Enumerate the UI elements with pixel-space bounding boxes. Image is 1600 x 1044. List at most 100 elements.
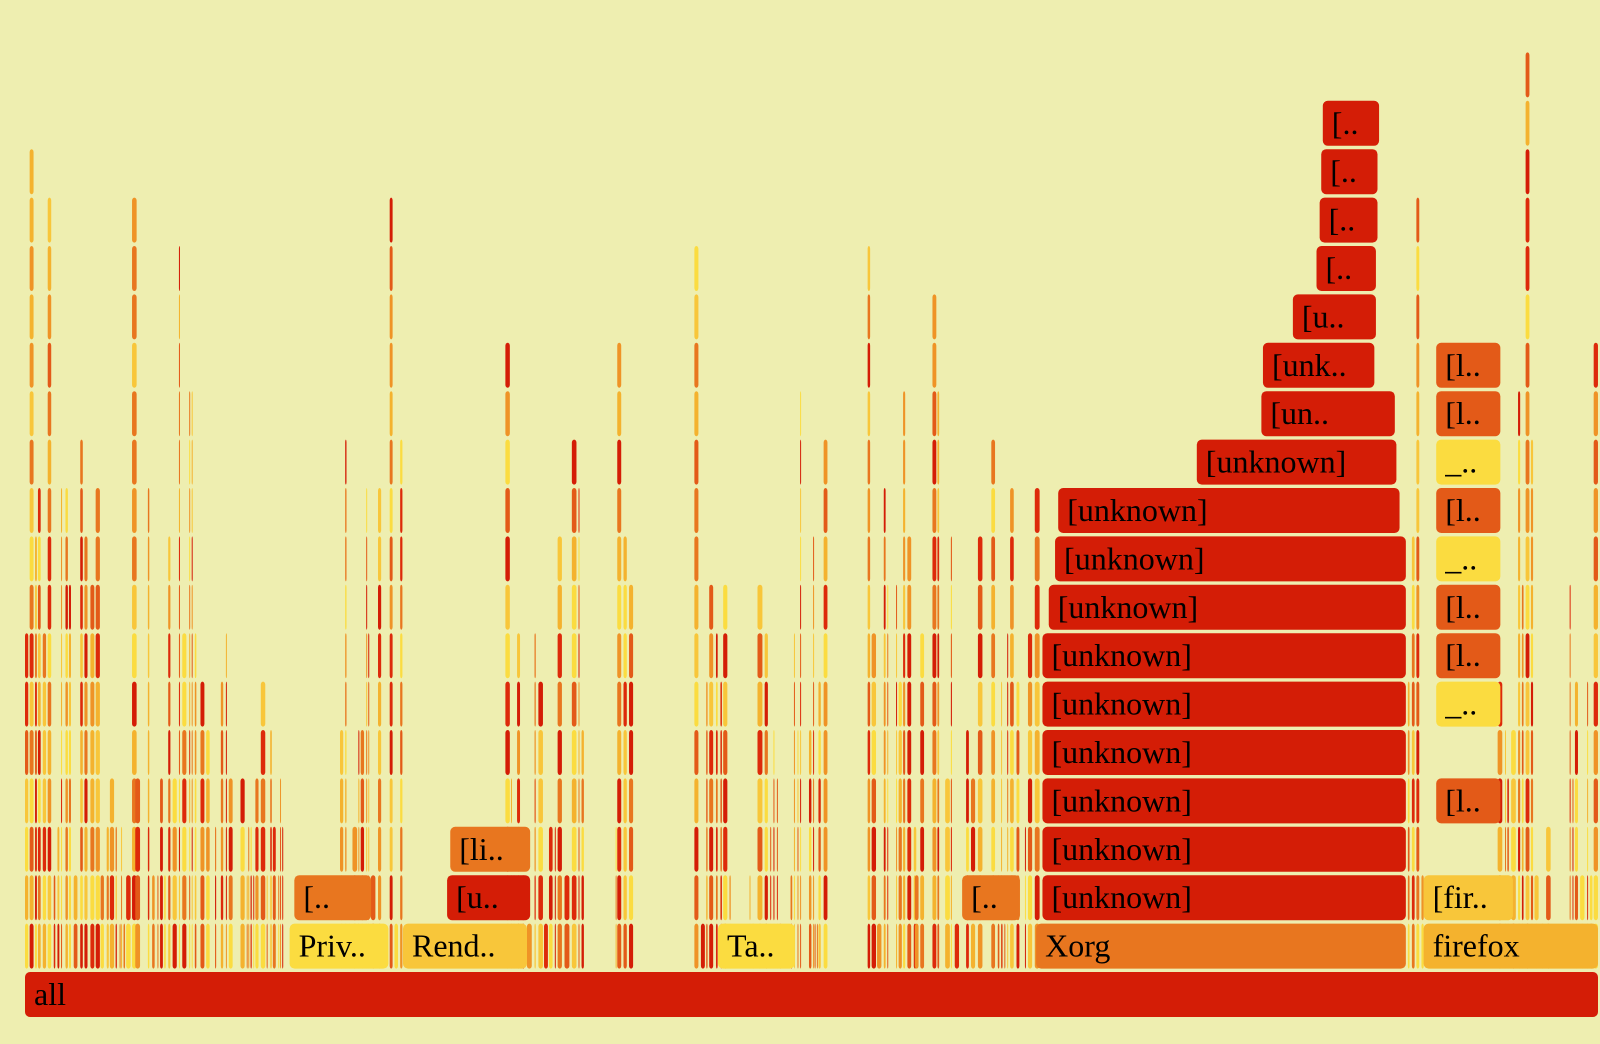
flame-frame-unlabelled[interactable] — [68, 923, 71, 969]
flame-frame-unlabelled[interactable] — [571, 488, 577, 533]
flame-frame-unlabelled[interactable] — [47, 584, 52, 630]
flame-frame-unlabelled[interactable] — [694, 342, 699, 388]
flame-frame-unlabelled[interactable] — [1007, 923, 1009, 969]
flame-frame-unlabelled[interactable] — [950, 875, 952, 921]
flame-frame-unlabelled[interactable] — [260, 778, 266, 824]
flame-frame-unlabelled[interactable] — [282, 826, 284, 872]
flame-frame-unlabelled[interactable] — [950, 584, 952, 630]
flame-frame-unlabelled[interactable] — [538, 681, 543, 727]
flame-frame-unlabelled[interactable] — [883, 778, 886, 824]
flame-frame-unlabelled[interactable] — [571, 875, 577, 921]
flame-frame-unlabelled[interactable] — [206, 730, 210, 775]
flame-frame-unlabelled[interactable] — [971, 778, 976, 824]
flame-frame-unlabelled[interactable] — [937, 923, 940, 969]
flame-frame-unlabelled[interactable] — [340, 730, 344, 775]
flame-frame-unlabelled[interactable] — [68, 826, 71, 872]
flame-frame-unlabelled[interactable] — [29, 439, 34, 485]
flame-frame-unlabelled[interactable] — [715, 681, 718, 727]
flame-frame-unlabelled[interactable] — [119, 923, 121, 969]
flame-frame-unlabelled[interactable] — [42, 826, 47, 872]
flame-frame-unlabelled[interactable] — [564, 923, 570, 969]
flame-frame-unlabelled[interactable] — [228, 923, 233, 969]
flame-frame-unlabelled[interactable] — [35, 826, 37, 872]
flame-frame-unlabelled[interactable] — [932, 342, 937, 388]
flame-frame-unlabelled[interactable] — [90, 875, 95, 921]
flame-frame-unlabelled[interactable] — [42, 681, 47, 727]
flame-frame-unlabelled[interactable] — [818, 681, 821, 727]
flame-frame-unlabelled[interactable] — [147, 536, 150, 582]
flame-frame-unlabelled[interactable] — [581, 826, 584, 872]
flame-frame-unlabelled[interactable] — [871, 875, 877, 921]
flame-frame-unlabelled[interactable] — [883, 584, 886, 630]
flame-frame-unlabelled[interactable] — [991, 778, 996, 824]
flame-frame-box[interactable] — [294, 875, 372, 921]
flame-frame-unlabelled[interactable] — [352, 826, 358, 872]
flame-frame-unlabelled[interactable] — [977, 536, 983, 582]
flame-frame-unlabelled[interactable] — [877, 923, 882, 969]
flame-frame-unlabelled[interactable] — [932, 875, 937, 921]
flame-frame[interactable]: [l.. — [1436, 633, 1501, 679]
flame-frame-box[interactable] — [1196, 439, 1397, 485]
flame-frame-unlabelled[interactable] — [228, 778, 233, 824]
flame-frame[interactable]: [.. — [294, 875, 372, 921]
flame-frame-unlabelled[interactable] — [937, 875, 940, 921]
flame-frame-unlabelled[interactable] — [1034, 730, 1040, 775]
flame-frame-unlabelled[interactable] — [1569, 875, 1571, 921]
flame-frame-unlabelled[interactable] — [813, 730, 815, 775]
flame-frame-unlabelled[interactable] — [191, 730, 193, 775]
flame-frame-unlabelled[interactable] — [280, 875, 282, 921]
flame-frame-unlabelled[interactable] — [871, 681, 877, 727]
flame-frame-unlabelled[interactable] — [366, 681, 368, 727]
flame-frame-unlabelled[interactable] — [191, 633, 193, 679]
flame-frame-unlabelled[interactable] — [1016, 826, 1020, 872]
flame-frame-unlabelled[interactable] — [557, 875, 562, 921]
flame-frame-unlabelled[interactable] — [623, 923, 627, 969]
flame-frame-unlabelled[interactable] — [617, 778, 622, 824]
flame-frame-unlabelled[interactable] — [867, 778, 871, 824]
flame-frame-unlabelled[interactable] — [991, 730, 996, 775]
flame-frame-unlabelled[interactable] — [178, 681, 180, 727]
flame-frame-unlabelled[interactable] — [937, 826, 940, 872]
flame-frame-unlabelled[interactable] — [1525, 294, 1530, 340]
flame-frame-unlabelled[interactable] — [617, 681, 622, 727]
flame-frame-unlabelled[interactable] — [749, 875, 751, 921]
flame-frame-unlabelled[interactable] — [68, 633, 71, 679]
flame-frame-unlabelled[interactable] — [61, 923, 63, 969]
flame-frame-unlabelled[interactable] — [813, 536, 815, 582]
flame-frame-unlabelled[interactable] — [182, 633, 187, 679]
flame-frame-unlabelled[interactable] — [1416, 730, 1420, 775]
flame-frame-unlabelled[interactable] — [1569, 730, 1571, 775]
flame-frame-unlabelled[interactable] — [823, 488, 828, 533]
flame-frame-unlabelled[interactable] — [168, 875, 171, 921]
flame-frame-unlabelled[interactable] — [1530, 536, 1534, 582]
flame-frame-unlabelled[interactable] — [220, 875, 224, 921]
flame-frame-unlabelled[interactable] — [80, 681, 83, 727]
flame-frame-unlabelled[interactable] — [966, 730, 969, 775]
flame-frame-unlabelled[interactable] — [266, 875, 268, 921]
flame-frame-unlabelled[interactable] — [394, 923, 399, 969]
flame-frame-unlabelled[interactable] — [147, 875, 150, 921]
flame-frame-unlabelled[interactable] — [977, 826, 983, 872]
flame-frame-unlabelled[interactable] — [215, 826, 217, 872]
flame-frame-unlabelled[interactable] — [578, 875, 580, 921]
flame-frame-unlabelled[interactable] — [389, 875, 393, 921]
flame-frame-unlabelled[interactable] — [42, 875, 47, 921]
flame-frame-unlabelled[interactable] — [505, 391, 510, 437]
flame-frame-unlabelled[interactable] — [1497, 826, 1503, 872]
flame-frame-unlabelled[interactable] — [80, 584, 83, 630]
flame-frame-unlabelled[interactable] — [1024, 826, 1026, 872]
flame-frame-unlabelled[interactable] — [813, 826, 815, 872]
flame-frame-unlabelled[interactable] — [95, 730, 100, 775]
flame-frame-unlabelled[interactable] — [883, 536, 886, 582]
flame-frame-unlabelled[interactable] — [776, 826, 778, 872]
flame-frame-unlabelled[interactable] — [797, 875, 799, 921]
flame-frame-unlabelled[interactable] — [945, 923, 950, 969]
flame-frame-unlabelled[interactable] — [764, 875, 768, 921]
flame-frame-unlabelled[interactable] — [47, 730, 52, 775]
flame-frame-unlabelled[interactable] — [709, 875, 714, 921]
flame-frame-unlabelled[interactable] — [206, 923, 210, 969]
flame-frame-unlabelled[interactable] — [109, 778, 115, 824]
flame-frame-unlabelled[interactable] — [248, 923, 250, 969]
flame-frame-unlabelled[interactable] — [1589, 875, 1593, 921]
flame-frame-unlabelled[interactable] — [903, 391, 906, 437]
